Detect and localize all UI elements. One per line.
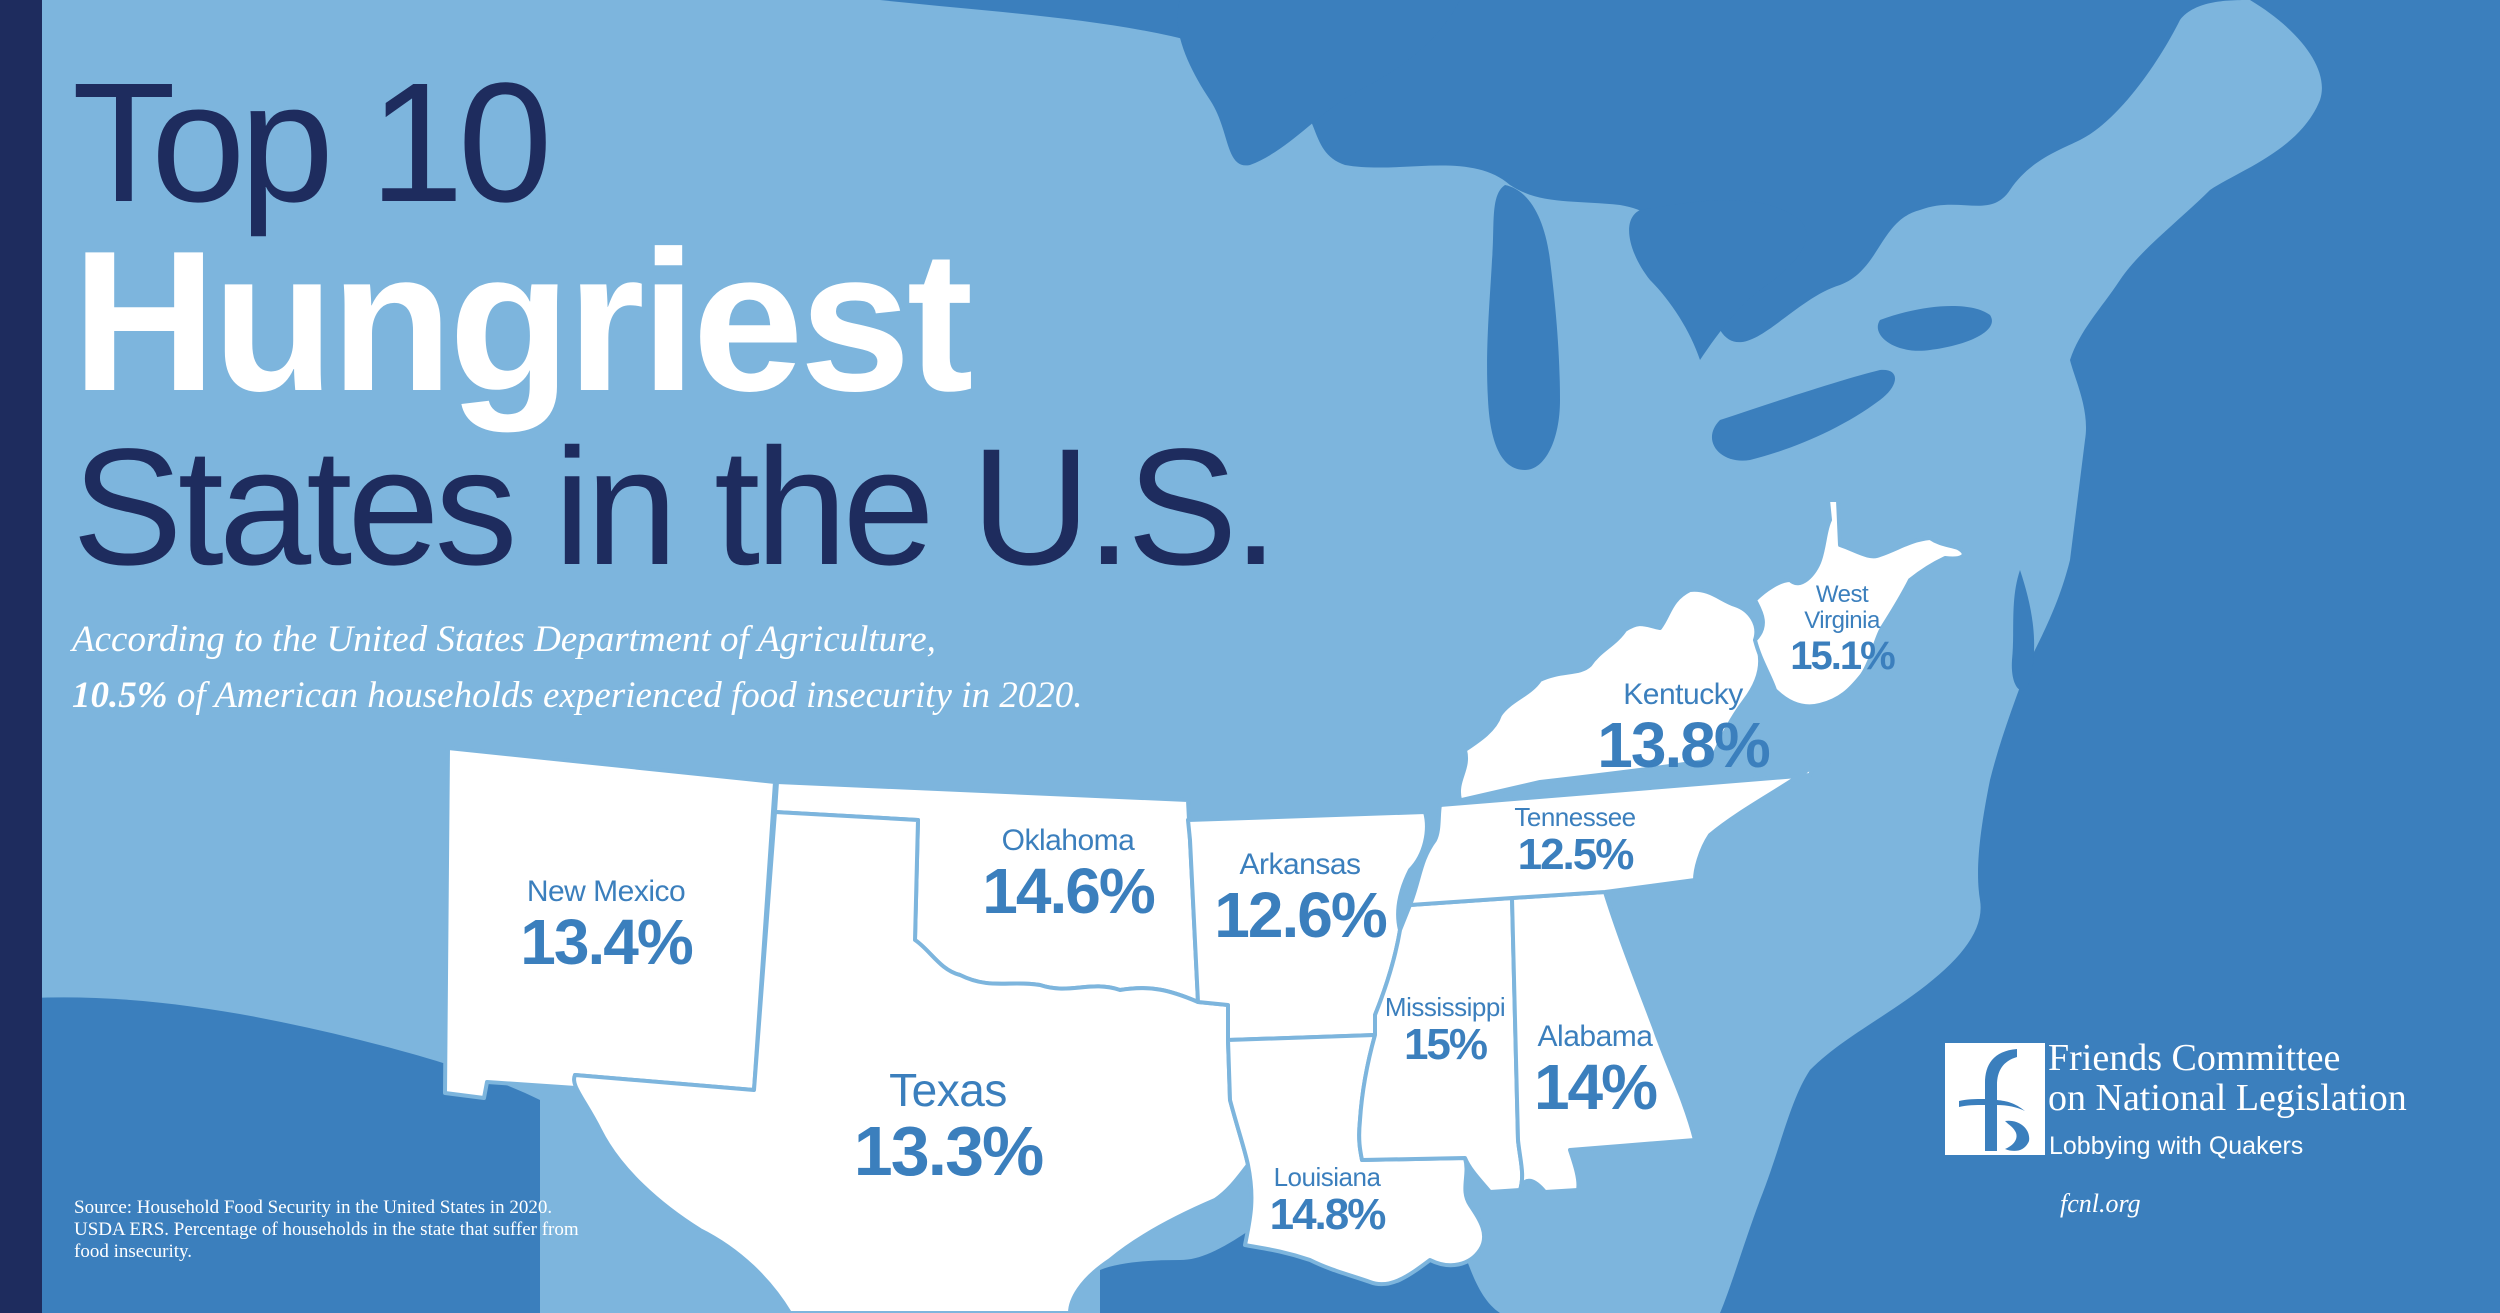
org-name: Friends Committee on National Legislatio… bbox=[2048, 1038, 2407, 1118]
lake-superior bbox=[1177, 0, 1460, 166]
state-rate: 13.3% bbox=[853, 1112, 1044, 1190]
state-name: West bbox=[1815, 581, 1869, 608]
state-rate: 15% bbox=[1403, 1020, 1488, 1069]
state-name: Alabama bbox=[1537, 1020, 1653, 1053]
state-rate: 14.8% bbox=[1269, 1190, 1387, 1239]
label-tennessee: Tennessee 12.5% bbox=[1514, 802, 1636, 879]
title-line-1: Top 10 bbox=[72, 48, 552, 238]
intro-line-1: According to the United States Departmen… bbox=[72, 619, 936, 660]
label-mississippi: Mississippi 15% bbox=[1384, 992, 1506, 1069]
state-name: Kentucky bbox=[1623, 678, 1743, 711]
intro-text: According to the United States Departmen… bbox=[72, 612, 1322, 724]
label-alabama: Alabama 14% bbox=[1533, 1020, 1658, 1123]
lake-ontario bbox=[1877, 305, 1992, 351]
label-oklahoma: Oklahoma 14.6% bbox=[982, 824, 1155, 927]
state-rate: 14% bbox=[1533, 1051, 1658, 1123]
state-rate: 13.8% bbox=[1597, 709, 1770, 781]
left-accent-bar bbox=[0, 0, 42, 1313]
org-tagline: Lobbying with Quakers bbox=[2049, 1132, 2304, 1160]
title-line-3: States in the U.S. bbox=[72, 415, 1279, 600]
state-rate: 15.1% bbox=[1790, 634, 1895, 678]
source-note: Source: Household Food Security in the U… bbox=[74, 1197, 579, 1262]
org-name-line-1: Friends Committee bbox=[2048, 1037, 2341, 1079]
lake-huron bbox=[1629, 200, 1807, 360]
state-name: New Mexico bbox=[526, 875, 686, 908]
fcnl-logo-icon bbox=[1945, 1043, 2045, 1155]
intro-line-2-rest: of American households experienced food … bbox=[167, 675, 1083, 716]
chesapeake-bay bbox=[2011, 570, 2035, 691]
title-line-2: Hungriest bbox=[72, 210, 973, 433]
org-url-link[interactable]: fcnl.org bbox=[2060, 1189, 2141, 1218]
state-west-virginia bbox=[1753, 498, 1966, 709]
state-name: Tennessee bbox=[1514, 802, 1636, 832]
state-name: Oklahoma bbox=[1001, 824, 1135, 857]
label-new-mexico: New Mexico 13.4% bbox=[520, 875, 693, 978]
intro-highlight: 10.5% bbox=[72, 675, 168, 716]
label-arkansas: Arkansas 12.6% bbox=[1214, 848, 1387, 951]
state-name: Virginia bbox=[1804, 607, 1880, 634]
gulf-left bbox=[0, 997, 540, 1313]
lake-michigan bbox=[1487, 185, 1560, 470]
state-name: Louisiana bbox=[1273, 1162, 1381, 1192]
state-tennessee bbox=[1408, 759, 1832, 907]
state-alabama bbox=[1510, 890, 1697, 1194]
state-kentucky bbox=[1438, 587, 1763, 807]
intro-line-2: 10.5% of American households experienced… bbox=[72, 668, 1322, 724]
org-name-line-2: on National Legislation bbox=[2048, 1077, 2407, 1119]
lake-erie bbox=[1711, 369, 1895, 461]
state-rate: 12.5% bbox=[1517, 830, 1635, 879]
label-louisiana: Louisiana 14.8% bbox=[1269, 1162, 1387, 1239]
label-kentucky: Kentucky 13.8% bbox=[1597, 678, 1770, 781]
state-texas bbox=[572, 810, 1250, 1313]
label-west-virginia: West Virginia 15.1% bbox=[1790, 581, 1895, 679]
state-rate: 12.6% bbox=[1214, 879, 1387, 951]
state-rate: 14.6% bbox=[982, 855, 1155, 927]
state-name: Texas bbox=[889, 1064, 1007, 1116]
label-texas: Texas 13.3% bbox=[853, 1064, 1044, 1190]
state-name: Arkansas bbox=[1239, 848, 1361, 881]
state-rate: 13.4% bbox=[520, 906, 693, 978]
state-name: Mississippi bbox=[1384, 992, 1506, 1022]
